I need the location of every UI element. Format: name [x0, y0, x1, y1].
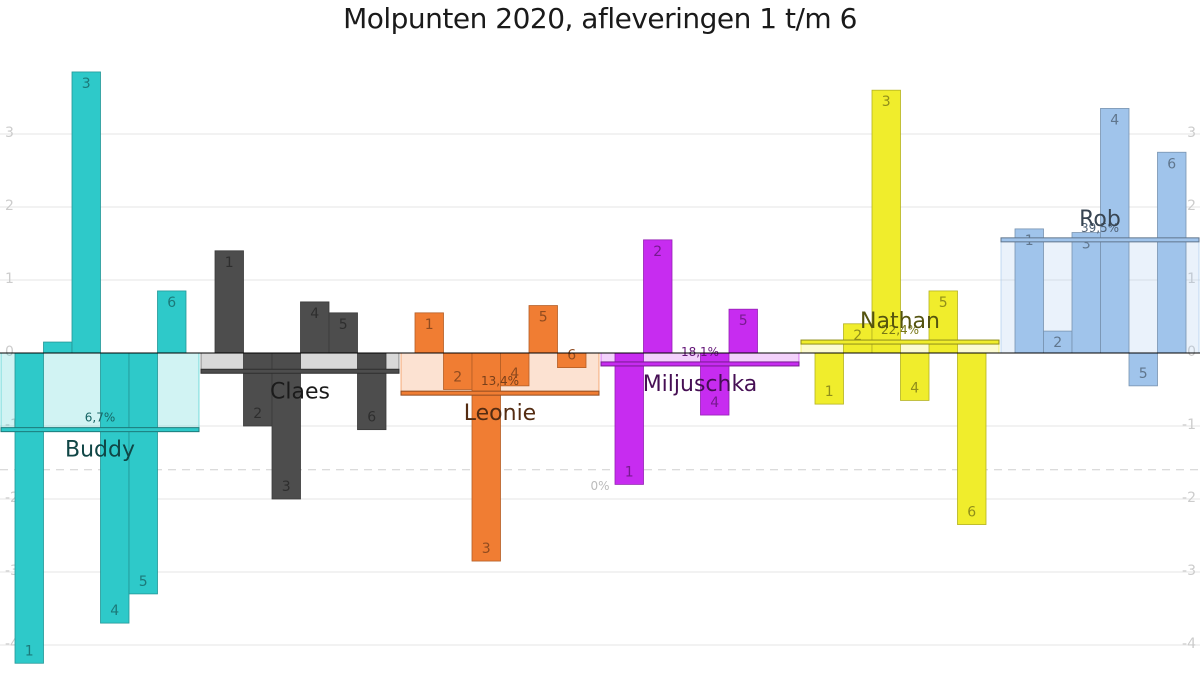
bar-episode-label: 3	[282, 479, 291, 495]
bar	[957, 352, 987, 525]
y-tick-label-right: -4	[1182, 636, 1196, 652]
bar-episode-label: 1	[825, 384, 834, 400]
bar-episode-label: 3	[82, 76, 91, 92]
average-line	[600, 361, 800, 367]
bar	[871, 89, 901, 354]
zero-percent-label: 0%	[590, 479, 609, 493]
bar	[300, 301, 330, 354]
contestant-name: Nathan	[860, 309, 940, 334]
bar	[157, 290, 187, 354]
average-line	[400, 390, 600, 396]
bar-episode-label: 6	[367, 410, 376, 426]
average-line	[200, 368, 400, 374]
bar-episode-label: 1	[25, 643, 34, 659]
y-tick-label-right: -1	[1182, 417, 1196, 433]
average-line	[1000, 237, 1200, 243]
bar	[471, 352, 501, 562]
percent-label: 18,1%	[681, 345, 719, 359]
bar-episode-label: 5	[539, 310, 548, 326]
average-line	[0, 427, 200, 433]
bar	[614, 352, 644, 485]
contestant-name: Miljuschka	[643, 372, 758, 397]
bar	[357, 352, 387, 431]
bar	[528, 305, 558, 354]
bar	[43, 341, 73, 354]
bar	[814, 352, 844, 405]
y-tick-label-left: 3	[5, 125, 14, 141]
bar-episode-label: 6	[567, 348, 576, 364]
y-tick-label-right: -3	[1182, 563, 1196, 579]
bar-episode-label: 4	[110, 603, 119, 619]
bar-episode-label: 4	[510, 366, 519, 382]
y-tick-label-right: 2	[1187, 198, 1196, 214]
contestant-name: Leonie	[464, 401, 536, 426]
contestant-name: Buddy	[65, 438, 135, 463]
bar-episode-label: 5	[739, 313, 748, 329]
y-tick-label-left: 2	[5, 198, 14, 214]
contestant-name: Claes	[270, 379, 330, 404]
bar-episode-label: 3	[1082, 237, 1091, 253]
bar-episode-label: 2	[853, 328, 862, 344]
y-tick-label-right: 0	[1187, 344, 1196, 360]
y-tick-label-right: 3	[1187, 125, 1196, 141]
average-line	[800, 339, 1000, 345]
percent-label: 22,4%	[881, 323, 919, 337]
bar-episode-label: 1	[225, 255, 234, 271]
bar-episode-label: 2	[453, 370, 462, 386]
bar-episode-label: 5	[139, 574, 148, 590]
bar-episode-label: 1	[425, 317, 434, 333]
percent-label: 6,7%	[85, 411, 116, 425]
bar	[128, 352, 158, 595]
contestant-name: Rob	[1079, 207, 1121, 232]
bar-episode-label: 5	[339, 317, 348, 333]
chart-title: Molpunten 2020, afleveringen 1 t/m 6	[343, 2, 857, 35]
bar-episode-label: 1	[625, 464, 634, 480]
bar-episode-label: 2	[1053, 335, 1062, 351]
bar-episode-label: 4	[710, 395, 719, 411]
bar-episode-label: 3	[882, 94, 891, 110]
bar	[643, 239, 673, 354]
percent-label: 13,4%	[481, 374, 519, 388]
bar	[500, 352, 530, 387]
bar	[214, 250, 244, 354]
bar	[14, 352, 44, 664]
y-tick-label-right: 1	[1187, 271, 1196, 287]
bar	[271, 352, 301, 500]
bar-episode-label: 6	[1167, 156, 1176, 172]
bar	[1157, 151, 1187, 354]
bar-episode-label: 6	[967, 505, 976, 521]
y-tick-label-right: -2	[1182, 490, 1196, 506]
bar-episode-label: 6	[167, 295, 176, 311]
bar	[328, 312, 358, 354]
bar	[728, 308, 758, 354]
bar	[900, 352, 930, 401]
bar-episode-label: 2	[653, 244, 662, 260]
bar-episode-label: 4	[1110, 112, 1119, 128]
bar	[71, 71, 101, 354]
bar	[1128, 352, 1158, 387]
percent-label: 39,5%	[1081, 221, 1119, 235]
bar-episode-label: 4	[310, 306, 319, 322]
bar-episode-label: 5	[939, 295, 948, 311]
bar-episode-label: 5	[1139, 366, 1148, 382]
y-tick-label-left: 1	[5, 271, 14, 287]
bar-episode-label: 2	[253, 406, 262, 422]
y-tick-label-left: 0	[5, 344, 14, 360]
bar-episode-label: 3	[482, 541, 491, 557]
bar-episode-label: 4	[910, 380, 919, 396]
bar	[100, 352, 130, 624]
